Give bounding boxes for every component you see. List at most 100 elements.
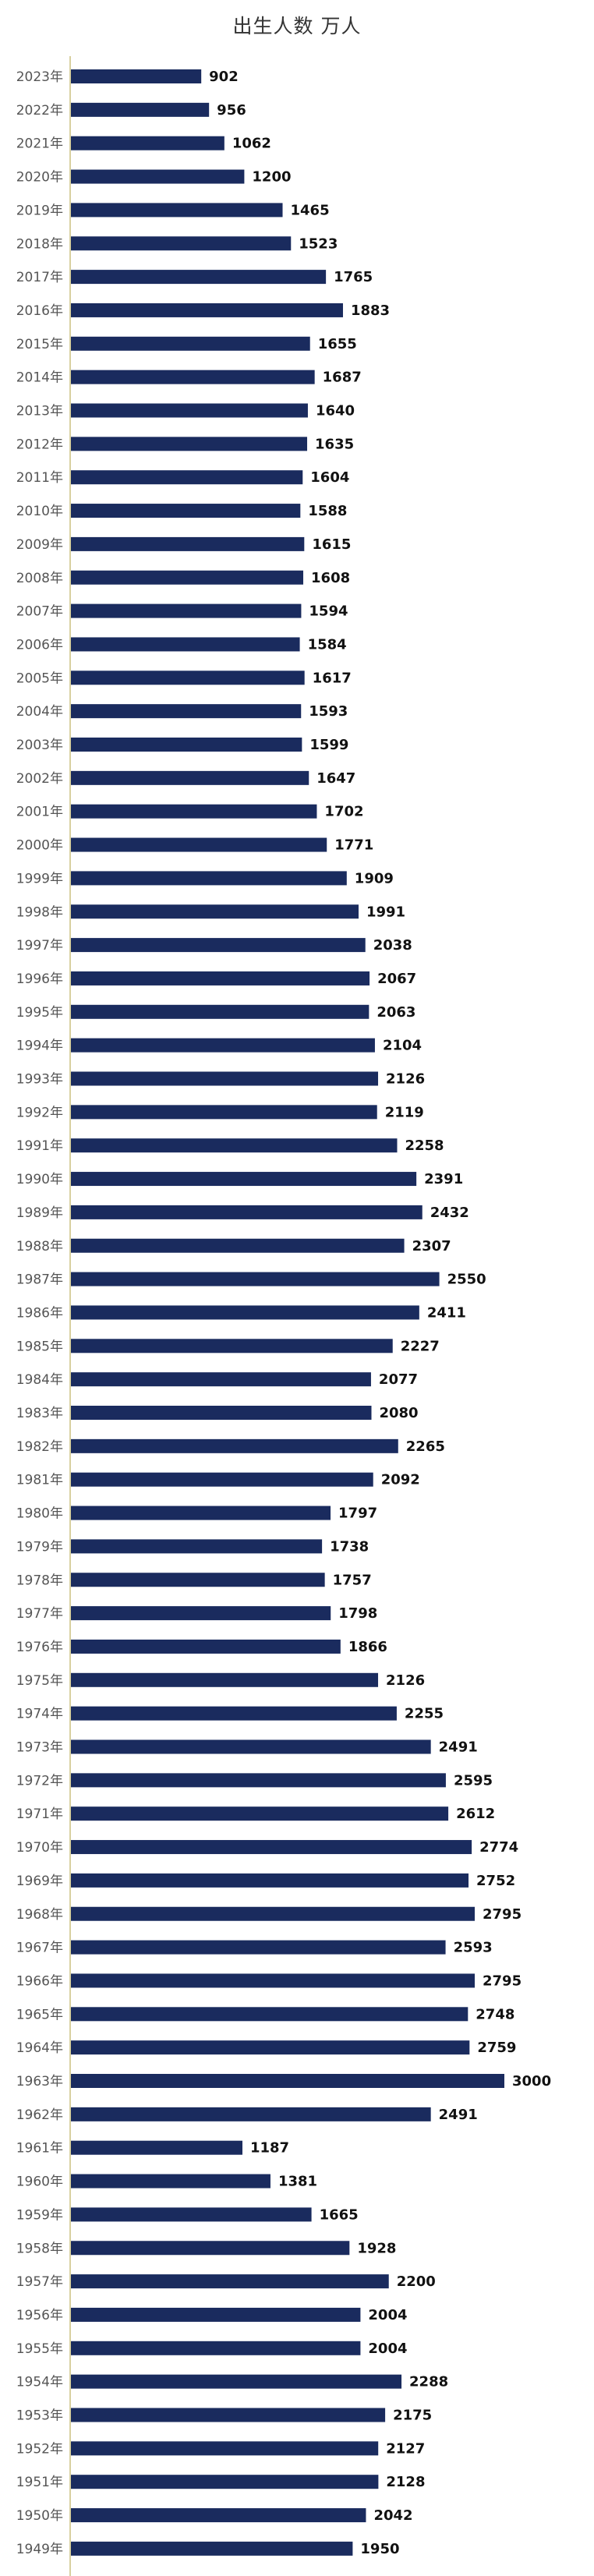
data-label: 2595 [454,1772,493,1789]
category-label: 2006年 [16,637,63,653]
data-label: 1187 [250,2140,289,2157]
data-label: 1200 [252,169,291,186]
category-label: 2023年 [16,69,63,85]
bar [71,971,370,985]
category-label: 1969年 [16,1874,63,1889]
data-label: 1615 [312,536,351,553]
bar [71,1004,369,1019]
bar [71,2408,386,2422]
bar [71,2207,312,2222]
data-label: 2759 [477,2040,516,2056]
data-label: 1584 [308,636,347,653]
category-label: 2000年 [16,838,63,854]
data-label: 2126 [386,1672,425,1689]
data-label: 1687 [323,370,362,386]
category-label: 1971年 [16,1806,63,1822]
data-label: 2795 [483,1973,522,1989]
bar [71,1973,476,1988]
data-label: 2491 [439,2107,478,2123]
bar [71,1672,379,1687]
data-label: 1608 [311,570,350,586]
category-label: 2021年 [16,136,63,152]
data-label: 2432 [430,1205,469,1221]
category-label: 2020年 [16,170,63,186]
data-label: 1588 [308,503,347,519]
category-label: 1988年 [16,1239,63,1254]
category-label: 1958年 [16,2241,63,2256]
bar [71,270,327,285]
bar [71,603,302,618]
bar [71,738,302,752]
category-label: 1955年 [16,2341,63,2357]
data-label: 2255 [405,1706,444,1722]
bar [71,2007,468,2022]
data-label: 1604 [310,469,349,486]
bar [71,203,283,218]
category-label: 2009年 [16,537,63,553]
bar [71,671,305,685]
bar [71,1339,393,1353]
data-label: 2077 [379,1371,418,1388]
bar [71,69,202,83]
category-label: 1982年 [16,1439,63,1455]
bar [71,169,245,184]
bar [71,637,300,652]
bar [71,1138,398,1153]
bar [71,2274,389,2289]
data-label: 2126 [386,1071,425,1088]
data-label: 956 [217,102,246,119]
category-label: 1996年 [16,971,63,987]
category-label: 1999年 [16,871,63,886]
data-label: 2092 [381,1472,420,1488]
category-label: 1989年 [16,1205,63,1221]
data-label: 1798 [338,1605,377,1622]
category-label: 1965年 [16,2007,63,2022]
data-label: 1928 [357,2240,396,2256]
category-label: 2011年 [16,470,63,486]
bar [71,770,309,785]
data-label: 2175 [393,2408,432,2424]
category-label: 1985年 [16,1339,63,1354]
bar [71,1539,323,1554]
category-label: 1951年 [16,2475,63,2490]
bar [71,2307,361,2322]
category-label: 1972年 [16,1773,63,1789]
chart-title: 出生人数 万人 [232,15,362,37]
category-label: 1963年 [16,2074,63,2089]
category-label: 1952年 [16,2441,63,2457]
category-label: 1990年 [16,1172,63,1187]
category-label: 1998年 [16,904,63,920]
bar [71,2508,366,2523]
data-label: 2004 [368,2307,407,2323]
category-label: 1970年 [16,1840,63,1856]
data-label: 2119 [385,1104,424,1120]
bar [71,938,366,953]
bar [71,1372,371,1387]
bar [71,1506,331,1520]
data-label: 1599 [309,737,348,753]
data-label: 2063 [377,1004,415,1021]
category-label: 1957年 [16,2274,63,2290]
data-label: 1757 [333,1572,372,1588]
data-label: 2265 [406,1438,445,1455]
bar [71,1272,440,1286]
bar [71,1906,476,1921]
bar [71,2374,402,2389]
bar [71,303,343,317]
data-label: 1665 [320,2206,359,2223]
category-label: 1994年 [16,1039,63,1054]
category-label: 1953年 [16,2408,63,2424]
data-label: 1593 [309,703,348,720]
data-label: 1523 [299,235,338,252]
bar [71,1438,398,1453]
category-label: 1976年 [16,1640,63,1655]
category-label: 1981年 [16,1473,63,1488]
data-label: 1738 [330,1538,369,1555]
data-label: 1640 [316,403,355,419]
bar [71,1406,372,1420]
bar [71,1873,469,1888]
data-label: 2795 [483,1906,522,1923]
category-label: 1987年 [16,1272,63,1288]
bar [71,136,225,150]
